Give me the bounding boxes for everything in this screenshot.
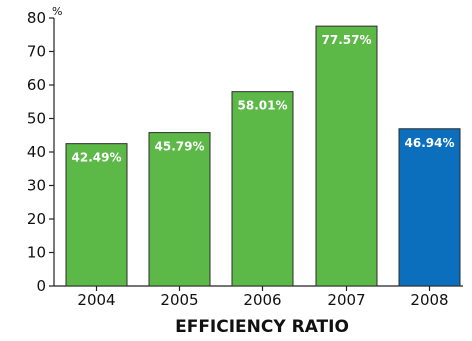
y-tick-label: 80 [27, 9, 46, 27]
data-label-2007: 77.57% [322, 33, 372, 47]
bar-2008 [398, 128, 461, 287]
y-tick-label: 10 [27, 244, 46, 262]
x-tick-label-2004: 2004 [77, 291, 115, 309]
bar-2005 [148, 132, 211, 287]
chart-bars [65, 25, 461, 287]
x-tick-label-2008: 2008 [410, 291, 448, 309]
bar-2004 [65, 143, 128, 287]
bar-2006 [231, 91, 294, 287]
y-tick-label: 40 [27, 143, 46, 161]
y-tick-label: 20 [27, 210, 46, 228]
chart-labels: 0 10 20 30 40 50 60 70 80 2004 42.49% 2005 45.79% 200… [27, 9, 455, 309]
x-tick-label-2005: 2005 [160, 291, 198, 309]
data-label-2004: 42.49% [72, 151, 122, 165]
bar-2007 [315, 25, 378, 287]
y-tick-label: 0 [36, 277, 46, 295]
chart-title: EFFICIENCY RATIO [175, 317, 349, 337]
y-tick-label: 50 [27, 110, 46, 128]
data-label-2006: 58.01% [238, 99, 288, 113]
data-label-2005: 45.79% [155, 140, 205, 154]
x-tick-label-2007: 2007 [327, 291, 365, 309]
data-label-2008: 46.94% [405, 136, 455, 150]
y-axis-unit-label: % [52, 5, 62, 18]
y-tick-label: 60 [27, 76, 46, 94]
y-tick-label: 70 [27, 43, 46, 61]
y-tick-label: 30 [27, 177, 46, 195]
x-tick-label-2006: 2006 [243, 291, 281, 309]
